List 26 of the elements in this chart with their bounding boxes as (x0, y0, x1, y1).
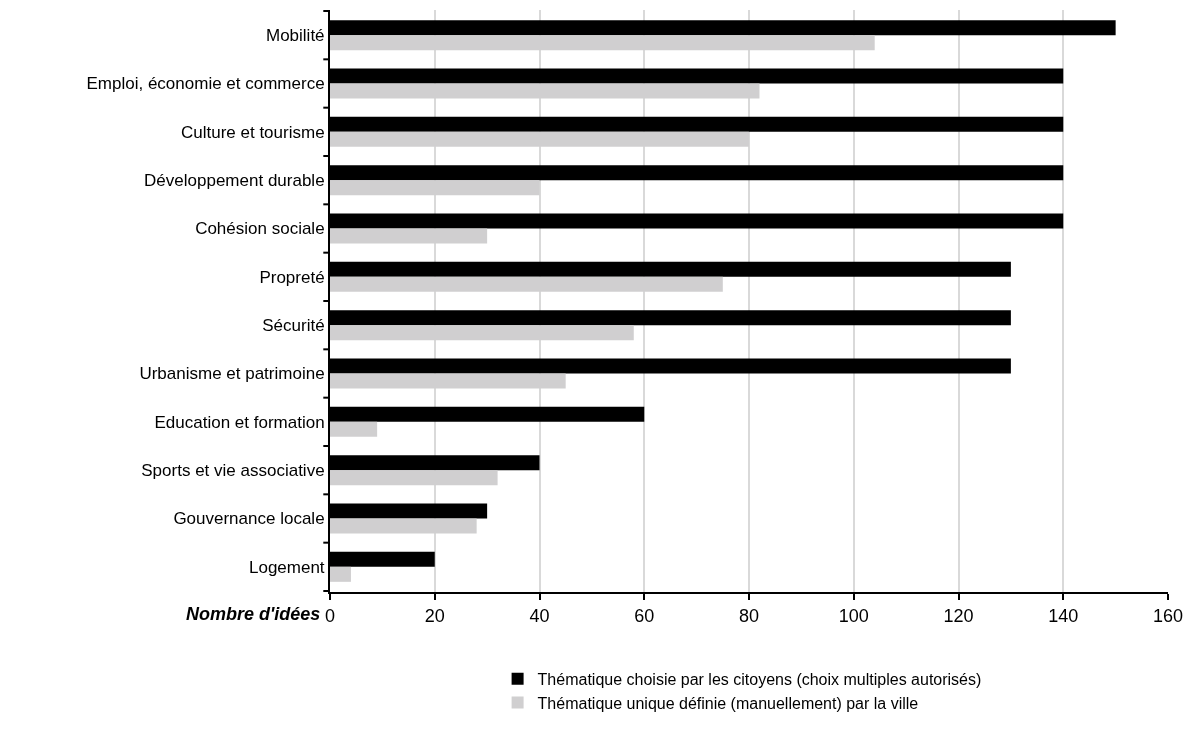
x-tick-label: 120 (943, 605, 974, 626)
y-tick-label: Propreté (259, 267, 325, 287)
x-tick-label: 20 (424, 605, 445, 626)
x-tick-label: 0 (324, 605, 336, 626)
y-tick-label: Gouvernance locale (173, 509, 325, 529)
legend-label: Thématique unique définie (manuellement) par la ville (537, 694, 919, 712)
y-tick-label: Cohésion sociale (195, 219, 325, 239)
y-tick-label: Logement (248, 557, 325, 577)
x-tick-label: 100 (838, 605, 869, 626)
y-tick-label: Mobilité (266, 26, 325, 46)
legend-label: Thématique choisie par les citoyens (choix multiples autorisés) (537, 670, 982, 688)
bar (330, 421, 378, 437)
y-tick-label: Sécurité (262, 316, 325, 336)
x-tick-label: 40 (529, 605, 550, 626)
x-axis-title: Nombre d'idées (186, 604, 321, 624)
x-tick-label: 60 (634, 605, 655, 626)
bar (330, 566, 351, 582)
y-tick-label: Urbanisme et patrimoine (139, 364, 325, 384)
y-tick-label: Emploi, économie et commerce (86, 74, 325, 94)
y-tick-label: Sports et vie associative (141, 461, 325, 481)
y-tick-label: Education et formation (154, 412, 325, 432)
x-tick-label: 160 (1152, 605, 1184, 626)
y-tick-label: Culture et tourisme (180, 122, 325, 142)
y-tick-label: Développement durable (144, 171, 325, 191)
x-tick-label: 80 (738, 605, 760, 626)
x-tick-label: 140 (1048, 605, 1079, 626)
